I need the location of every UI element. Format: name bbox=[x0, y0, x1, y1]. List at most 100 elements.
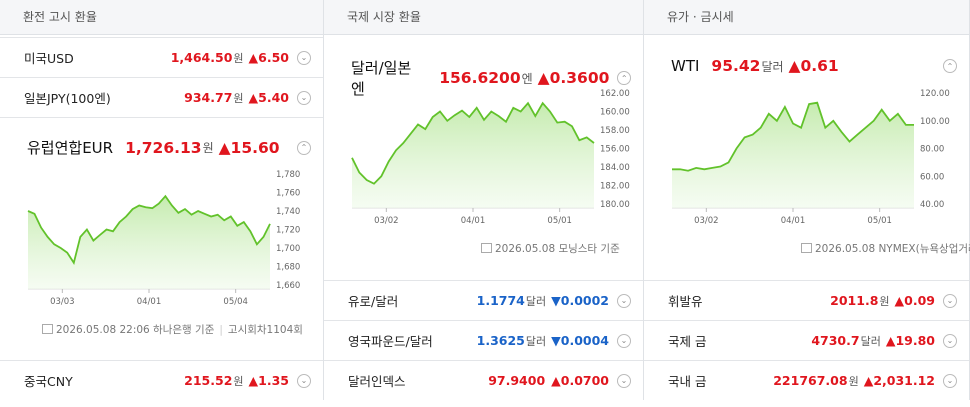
y-tick-label: 156.00 bbox=[600, 145, 630, 155]
panel: 유가 · 금시세 휘발유 2011.8 원 ▲0.09 ⌄ 국제 금 4730.7 달러 ▲19.… bbox=[644, 0, 970, 400]
change: ▲0.3600 bbox=[537, 69, 610, 87]
price: 1.3625 bbox=[476, 333, 525, 348]
expand-button[interactable]: ⌄ bbox=[617, 373, 631, 388]
rate-name: WTI bbox=[671, 57, 700, 75]
unit: 달러 bbox=[525, 334, 547, 348]
expand-button[interactable]: ⌄ bbox=[297, 90, 311, 105]
y-tick-label: 184.00 bbox=[600, 163, 630, 173]
unit: 달러 bbox=[525, 294, 547, 308]
change: ▲15.60 bbox=[218, 138, 280, 157]
y-tick-label: 1,740 bbox=[276, 207, 300, 217]
unit: 원 bbox=[848, 374, 859, 388]
x-tick-label: 04/01 bbox=[137, 297, 162, 307]
featured-rate: WTI 95.42 달러 ▲0.61 ⌃ 120.00 100.00 80.00 60.00 40… bbox=[644, 35, 970, 280]
line-chart: 162.00 160.00 158.00 156.00 184.00 182.00 180.… bbox=[351, 89, 630, 226]
y-tick-label: 80.00 bbox=[920, 145, 944, 155]
rate-name: 국제 금 bbox=[668, 334, 707, 349]
expand-button[interactable]: ⌄ bbox=[617, 293, 631, 308]
y-tick-label: 180.00 bbox=[600, 200, 630, 210]
y-tick-label: 1,680 bbox=[276, 263, 300, 273]
expand-button[interactable]: ⌄ bbox=[943, 373, 957, 388]
y-tick-label: 1,660 bbox=[276, 281, 300, 291]
line bbox=[672, 101, 914, 172]
rate-name: 휘발유 bbox=[668, 294, 703, 309]
price: 156.6200 bbox=[439, 69, 521, 87]
rate-name: 유로/달러 bbox=[348, 294, 399, 309]
price: 97.9400 bbox=[488, 373, 546, 388]
change: ▲0.0700 bbox=[551, 373, 609, 388]
rate-row[interactable]: 달러인덱스 97.9400 ▲0.0700 ⌄ bbox=[324, 360, 643, 400]
price: 934.77 bbox=[184, 90, 233, 105]
line-chart: 120.00 100.00 80.00 60.00 40.00 03/02 04/01 05/… bbox=[672, 89, 950, 226]
rate-row[interactable]: 일본JPY(100엔) 934.77 원 ▲5.40 ⌄ bbox=[0, 77, 323, 117]
y-tick-label: 60.00 bbox=[920, 172, 944, 182]
price: 1,726.13 bbox=[125, 138, 202, 157]
price: 95.42 bbox=[711, 57, 761, 75]
y-tick-label: 40.00 bbox=[920, 200, 944, 210]
rate-row[interactable]: 국제 금 4730.7 달러 ▲19.80 ⌄ bbox=[644, 320, 969, 360]
expand-button[interactable]: ⌄ bbox=[297, 373, 311, 388]
note-text: 2026.05.08 모닝스타 기준 bbox=[495, 243, 620, 255]
rate-name: 달러인덱스 bbox=[348, 374, 406, 389]
change: ▲2,031.12 bbox=[863, 373, 935, 388]
featured-rate: 유럽연합EUR 1,726.13 원 ▲15.60 ⌃ 1,780 1,760 1,740 1,… bbox=[0, 117, 323, 361]
unit: 원 bbox=[879, 294, 890, 308]
line bbox=[27, 194, 271, 266]
unit: 원 bbox=[233, 91, 244, 105]
price: 221767.08 bbox=[773, 373, 848, 388]
rate-row[interactable]: 유로/달러 1.1774 달러 ▼0.0002 ⌄ bbox=[324, 280, 643, 320]
expand-button[interactable]: ⌃ bbox=[943, 59, 957, 73]
panel-header: 유가 · 금시세 bbox=[644, 0, 969, 35]
change: ▲1.35 bbox=[248, 373, 289, 388]
change: ▼0.0004 bbox=[551, 333, 609, 348]
featured-rate: 달러/일본 엔 156.6200 엔 ▲0.3600 ⌃ 162.00 160.00 158.… bbox=[324, 35, 643, 280]
expand-button[interactable]: ⌄ bbox=[297, 50, 311, 65]
unit: 원 bbox=[202, 141, 214, 155]
rate-row[interactable]: 중국CNY 215.52 원 ▲1.35 ⌄ bbox=[0, 360, 323, 400]
y-tick-label: 1,720 bbox=[276, 226, 300, 236]
line-chart: 1,780 1,760 1,740 1,720 1,700 1,680 1,660 03/03… bbox=[27, 170, 300, 307]
y-tick-label: 1,700 bbox=[276, 244, 300, 254]
change: ▲0.61 bbox=[788, 57, 839, 75]
y-tick-label: 160.00 bbox=[600, 108, 630, 118]
note-text: 2026.05.08 22:06 하나은행 기준 bbox=[56, 324, 215, 336]
x-tick-label: 05/04 bbox=[223, 297, 248, 307]
x-tick-label: 03/02 bbox=[694, 216, 719, 226]
expand-button[interactable]: ⌄ bbox=[943, 333, 957, 348]
y-tick-label: 182.00 bbox=[600, 182, 630, 192]
area bbox=[28, 196, 270, 289]
y-tick-label: 1,760 bbox=[276, 189, 300, 199]
expand-button[interactable]: ⌄ bbox=[617, 333, 631, 348]
price: 215.52 bbox=[184, 373, 233, 388]
rate-name: 일본JPY(100엔) bbox=[24, 91, 111, 106]
area bbox=[672, 102, 914, 208]
source-note: 2026.05.08 모닝스타 기준 bbox=[481, 241, 620, 256]
x-tick-label: 03/02 bbox=[374, 216, 399, 226]
y-tick-label: 100.00 bbox=[920, 117, 950, 127]
panel-header: 국제 시장 환율 bbox=[324, 0, 643, 35]
expand-button[interactable]: ⌃ bbox=[617, 71, 631, 85]
unit: 엔 bbox=[521, 71, 533, 86]
separator: | bbox=[219, 324, 223, 336]
rate-row[interactable]: 미국USD 1,464.50 원 ▲6.50 ⌄ bbox=[0, 37, 323, 77]
y-tick-label: 158.00 bbox=[600, 126, 630, 136]
featured-title: 달러/일본 엔 156.6200 엔 ▲0.3600 ⌃ bbox=[351, 57, 631, 99]
note-icon bbox=[481, 243, 492, 253]
note-text: 고시회차1104회 bbox=[227, 324, 303, 336]
expand-button[interactable]: ⌄ bbox=[943, 293, 957, 308]
rate-row[interactable]: 휘발유 2011.8 원 ▲0.09 ⌄ bbox=[644, 280, 969, 320]
y-tick-label: 120.00 bbox=[920, 89, 950, 99]
expand-button[interactable]: ⌃ bbox=[297, 140, 311, 155]
rate-row[interactable]: 영국파운드/달러 1.3625 달러 ▼0.0004 ⌄ bbox=[324, 320, 643, 360]
change: ▼0.0002 bbox=[551, 293, 609, 308]
y-tick-label: 162.00 bbox=[600, 89, 630, 99]
x-tick-label: 05/01 bbox=[867, 216, 892, 226]
price: 1,464.50 bbox=[170, 50, 233, 65]
rate-row[interactable]: 국내 금 221767.08 원 ▲2,031.12 ⌄ bbox=[644, 360, 969, 400]
rate-name: 미국USD bbox=[24, 51, 74, 66]
featured-title: 유럽연합EUR 1,726.13 원 ▲15.60 ⌃ bbox=[27, 137, 311, 158]
change: ▲19.80 bbox=[885, 333, 935, 348]
price: 4730.7 bbox=[811, 333, 860, 348]
price: 2011.8 bbox=[830, 293, 879, 308]
